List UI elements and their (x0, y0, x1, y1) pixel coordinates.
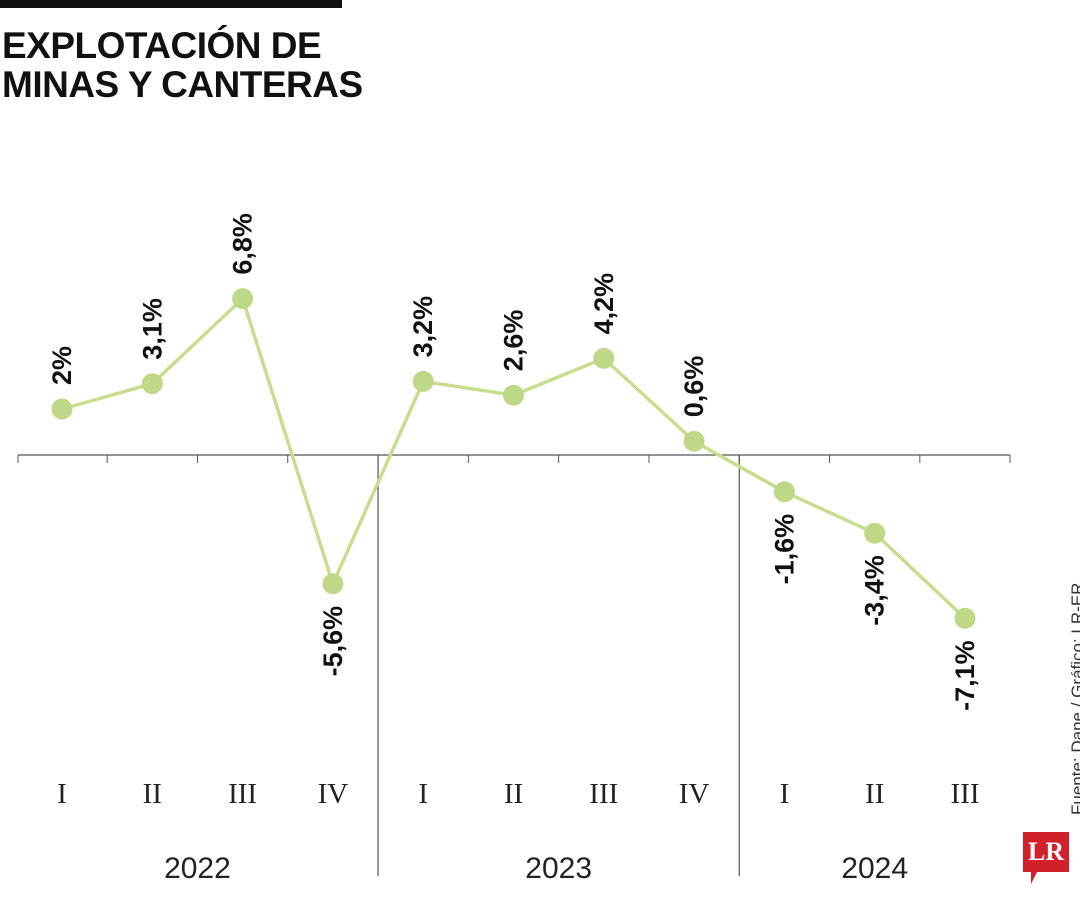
quarter-label: III (589, 778, 618, 810)
data-label: -3,4% (860, 555, 890, 626)
chart-title-line-2: MINAS Y CANTERAS (2, 64, 363, 105)
year-label: 2024 (841, 852, 908, 885)
chart-title-line-1: EXPLOTACIÓN DE (2, 25, 322, 66)
data-label: -1,6% (769, 514, 799, 585)
data-label: 3,1% (137, 298, 167, 360)
source-note: Fuente: Dane / Gráfico: LR-ER (1068, 582, 1080, 815)
data-point (232, 288, 254, 310)
data-label: -5,6% (318, 606, 348, 677)
data-point (51, 398, 73, 420)
quarter-label: IV (318, 778, 349, 810)
quarter-label: III (951, 778, 980, 810)
quarter-label: II (504, 778, 523, 810)
chart-title: EXPLOTACIÓN DE MINAS Y CANTERAS (2, 26, 363, 104)
quarter-label: II (865, 778, 884, 810)
data-point (773, 481, 795, 503)
quarter-label: II (143, 778, 162, 810)
data-point (593, 347, 615, 369)
data-label: 3,2% (408, 296, 438, 358)
data-label: 4,2% (589, 273, 619, 335)
lr-logo: LR (1023, 832, 1069, 884)
data-point (141, 373, 163, 395)
quarter-label: I (57, 778, 67, 810)
data-label: -7,1% (950, 640, 980, 711)
data-label: 6,8% (228, 213, 258, 275)
data-label: 2% (47, 346, 77, 385)
data-point (683, 430, 705, 452)
data-point (322, 573, 344, 595)
data-point (954, 607, 976, 629)
data-label: 2,6% (499, 310, 529, 372)
data-point (864, 522, 886, 544)
year-label: 2023 (525, 852, 592, 885)
quarter-label: I (418, 778, 428, 810)
data-label: 0,6% (679, 356, 709, 418)
title-bar-decoration (0, 0, 342, 8)
quarter-label: III (228, 778, 257, 810)
quarter-label: I (780, 778, 790, 810)
year-label: 2022 (164, 852, 231, 885)
data-point (412, 370, 434, 392)
quarter-label: IV (679, 778, 710, 810)
data-point (503, 384, 524, 406)
